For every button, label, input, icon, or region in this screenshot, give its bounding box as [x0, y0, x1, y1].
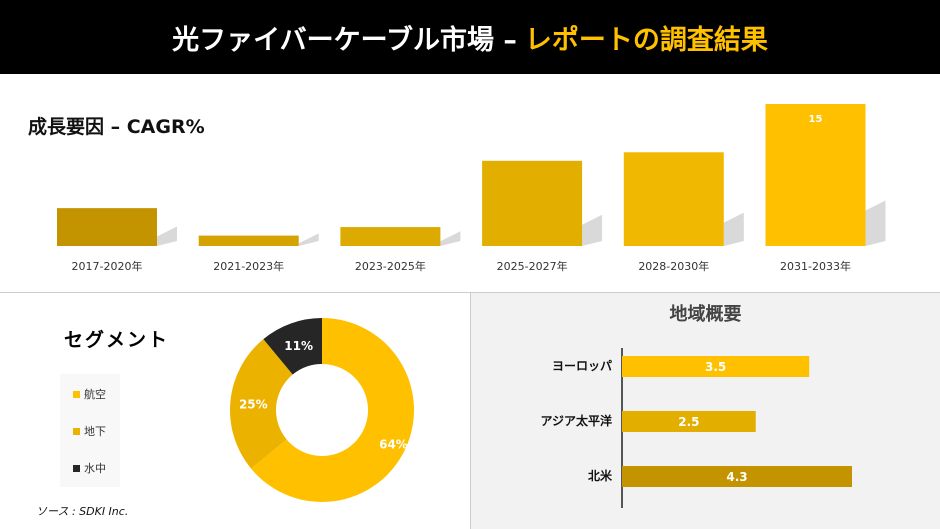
legend-swatch [73, 464, 80, 472]
slice-label: 11% [284, 339, 313, 353]
legend-item: 水中 [73, 460, 106, 476]
legend-item: 地下 [73, 423, 106, 439]
cagr-chart: 2017-2020年 2021-2023年 2023-2025年 2025-2027年… [57, 104, 886, 273]
region-chart: 3.5 ヨーロッパ 2.5 アジア太平洋 4.3 北米 [540, 348, 852, 508]
bar-shadow [723, 212, 744, 246]
x-tick-label: 2031-2033年 [780, 259, 851, 273]
slice-label: 25% [239, 398, 268, 412]
bar-shadow [582, 214, 603, 246]
bar [340, 227, 441, 246]
bar [622, 411, 756, 432]
legend-label: 水中 [84, 462, 106, 475]
bar [482, 160, 583, 246]
legend-swatch [73, 427, 80, 435]
bar-shadow [440, 231, 461, 246]
y-tick-label: 北米 [588, 468, 613, 483]
x-tick-label: 2028-2030年 [638, 259, 709, 273]
bar-shadow [157, 226, 177, 246]
legend-label: 地下 [84, 425, 106, 438]
bar [57, 208, 157, 246]
data-label: 15 [809, 114, 823, 125]
legend-label: 航空 [84, 388, 106, 401]
divider [470, 293, 471, 529]
data-label: 2.5 [678, 415, 699, 429]
header-title: 光ファイバーケーブル市場 – レポートの調査結果 [0, 0, 940, 74]
bar-shadow [298, 233, 319, 246]
donut-slice [263, 318, 322, 375]
segment-legend: 航空 地下 水中 [60, 374, 120, 487]
x-tick-label: 2025-2027年 [497, 259, 568, 273]
segment-title: セグメント [64, 329, 170, 351]
data-label: 3.5 [705, 360, 726, 374]
legend-swatch [73, 390, 80, 398]
bar-shadow [865, 200, 886, 246]
legend-item: 航空 [73, 386, 106, 402]
bar [623, 152, 724, 246]
y-tick-label: アジア太平洋 [540, 413, 612, 428]
bar [765, 104, 866, 246]
x-tick-label: 2017-2020年 [72, 259, 143, 273]
source-note: ソース : SDKI Inc. [36, 505, 129, 518]
title-accent: レポートの調査結果 [524, 24, 768, 56]
donut-slice [230, 339, 293, 469]
cagr-panel: 成長要因 – CAGR% 2017-2020年 2021-2023年 2023-20… [0, 74, 940, 292]
bar [622, 356, 810, 377]
data-label: 4.3 [726, 470, 747, 484]
bar [198, 235, 299, 246]
segment-donut: 64% 25% 11% [230, 318, 414, 502]
slice-label: 64% [379, 438, 408, 452]
x-tick-label: 2023-2025年 [355, 259, 426, 273]
title-main: 光ファイバーケーブル市場 – [172, 24, 517, 56]
bar [622, 466, 852, 487]
divider [0, 292, 940, 293]
x-tick-label: 2021-2023年 [213, 259, 284, 273]
cagr-title: 成長要因 – CAGR% [28, 116, 205, 138]
region-title: 地域概要 [669, 304, 742, 325]
y-tick-label: ヨーロッパ [552, 359, 612, 373]
donut-slice [251, 318, 414, 502]
